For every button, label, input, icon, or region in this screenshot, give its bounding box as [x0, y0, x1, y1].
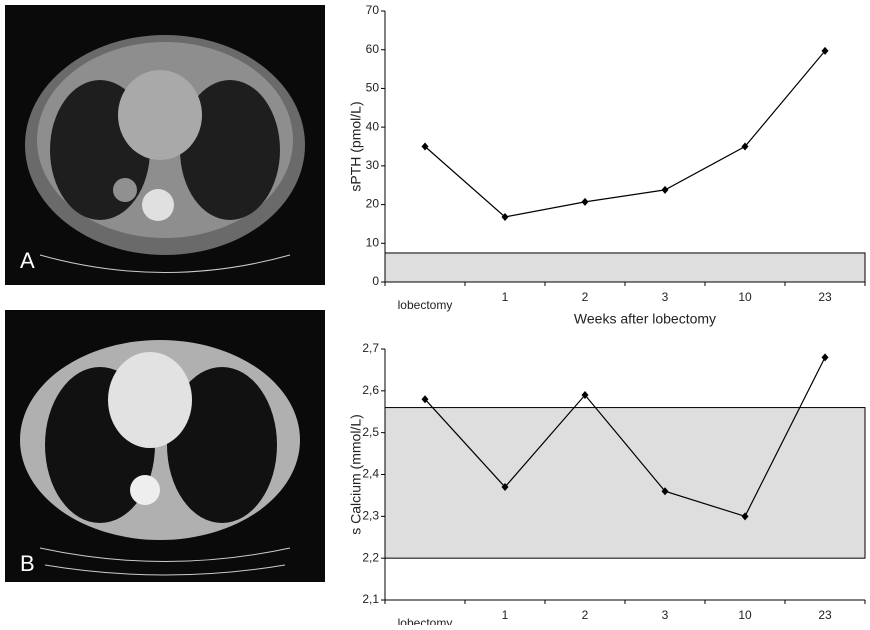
x-tick-label: 1 — [502, 608, 509, 622]
y-tick-label: 2,6 — [362, 383, 379, 397]
reference-band — [385, 408, 865, 559]
x-tick-label: 2 — [582, 290, 589, 304]
data-line — [425, 51, 825, 217]
y-tick-label: 50 — [366, 81, 380, 95]
y-tick-label: 60 — [366, 42, 380, 56]
x-tick-label: 3 — [662, 290, 669, 304]
panel-label: A — [20, 248, 35, 273]
y-tick-label: 2,7 — [362, 341, 379, 355]
x-tick-label: 10 — [738, 290, 752, 304]
x-tick-label: 3 — [662, 608, 669, 622]
y-tick-label: 10 — [366, 235, 380, 249]
y-tick-label: 20 — [366, 197, 380, 211]
y-tick-label: 30 — [366, 158, 380, 172]
x-tick-label: 2 — [582, 608, 589, 622]
y-axis-label: s Calcium (mmol/L) — [348, 414, 364, 535]
x-tick-label: 1 — [502, 290, 509, 304]
y-axis-label: sPTH (pmol/L) — [348, 101, 364, 191]
x-tick-label: lobectomy — [398, 298, 453, 312]
ct-image-a: A — [5, 5, 325, 285]
x-tick-label: 23 — [818, 608, 832, 622]
x-axis-label: Weeks after lobectomy — [574, 311, 716, 327]
y-tick-label: 2,1 — [362, 592, 379, 606]
y-tick-label: 2,2 — [362, 550, 379, 564]
y-tick-label: 2,3 — [362, 509, 379, 523]
x-tick-label: 10 — [738, 608, 752, 622]
x-tick-label: lobectomy — [398, 616, 453, 625]
y-tick-label: 2,4 — [362, 467, 379, 481]
figure: A B 010203040506070lobectomy1231023Weeks… — [0, 0, 870, 625]
y-tick-label: 70 — [366, 3, 380, 17]
y-tick-label: 40 — [366, 119, 380, 133]
x-tick-label: 23 — [818, 290, 832, 304]
y-tick-label: 0 — [372, 274, 379, 288]
y-tick-label: 2,5 — [362, 425, 379, 439]
ct-image-b: B — [5, 310, 325, 582]
reference-band — [385, 253, 865, 282]
panel-label: B — [20, 551, 35, 576]
data-point — [822, 353, 829, 361]
data-point — [662, 186, 669, 194]
data-point — [582, 198, 589, 206]
